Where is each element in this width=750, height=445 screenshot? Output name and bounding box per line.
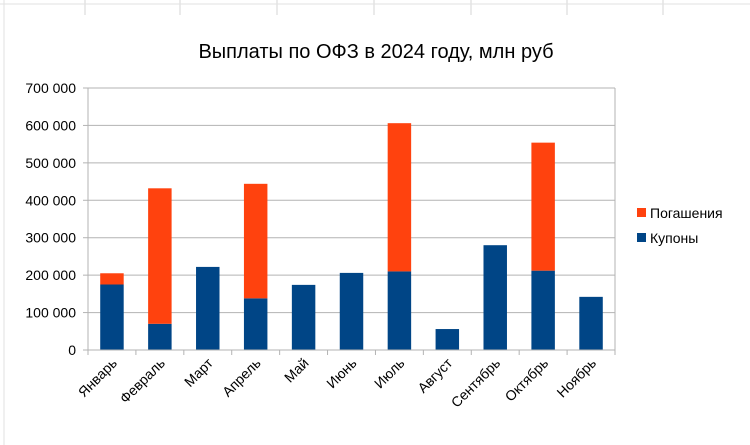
bar-pogasheniya-2 bbox=[148, 188, 172, 324]
x-tick-label: Сентябрь bbox=[448, 355, 504, 411]
x-tick-label: Январь bbox=[75, 355, 120, 400]
y-tick-label: 100 000 bbox=[25, 305, 76, 321]
bar-kupony-1 bbox=[100, 284, 124, 350]
bars bbox=[100, 123, 603, 350]
legend-swatch bbox=[637, 208, 646, 217]
x-tick-label: Июль bbox=[371, 355, 408, 392]
y-tick-label: 0 bbox=[68, 342, 76, 358]
y-tick-label: 200 000 bbox=[25, 267, 76, 283]
chart-title: Выплаты по ОФЗ в 2024 году, млн руб bbox=[198, 41, 553, 63]
legend-label: Погашения bbox=[650, 205, 723, 221]
y-tick-label: 400 000 bbox=[25, 192, 76, 208]
bar-kupony-6 bbox=[339, 272, 364, 350]
x-tick-label: Ноябрь bbox=[554, 355, 600, 401]
bar-kupony-10 bbox=[531, 270, 555, 350]
bar-kupony-3 bbox=[196, 266, 220, 350]
x-tick-label: Май bbox=[281, 355, 312, 386]
bar-pogasheniya-7 bbox=[387, 123, 412, 272]
bar-kupony-5 bbox=[291, 284, 316, 350]
y-tick-label: 300 000 bbox=[25, 230, 76, 246]
bar-pogasheniya-4 bbox=[243, 183, 268, 299]
legend-swatch bbox=[637, 233, 646, 242]
bar-kupony-7 bbox=[387, 271, 412, 350]
y-tick-label: 600 000 bbox=[25, 117, 76, 133]
x-tick-label: Октябрь bbox=[502, 355, 552, 405]
x-tick-label: Март bbox=[181, 354, 216, 389]
y-tick-label: 700 000 bbox=[25, 80, 76, 96]
x-tick-label: Август bbox=[414, 354, 456, 396]
bar-kupony-11 bbox=[579, 296, 603, 350]
y-tick-label: 500 000 bbox=[25, 155, 76, 171]
bar-kupony-4 bbox=[243, 298, 268, 350]
y-axis: 0 100 000 200 000 300 000 400 000 500 000 600 … bbox=[25, 80, 616, 358]
legend: Погашения Купоны bbox=[637, 205, 723, 246]
bar-kupony-2 bbox=[148, 323, 172, 350]
bar-kupony-8 bbox=[435, 329, 460, 350]
bar-kupony-9 bbox=[483, 245, 507, 350]
bar-pogasheniya-1 bbox=[100, 273, 124, 285]
x-tick-label: Июнь bbox=[323, 355, 359, 391]
bar-pogasheniya-10 bbox=[531, 142, 555, 271]
legend-label: Купоны bbox=[650, 230, 698, 246]
x-tick-label: Февраль bbox=[116, 355, 168, 407]
x-tick-label: Апрель bbox=[219, 355, 264, 400]
